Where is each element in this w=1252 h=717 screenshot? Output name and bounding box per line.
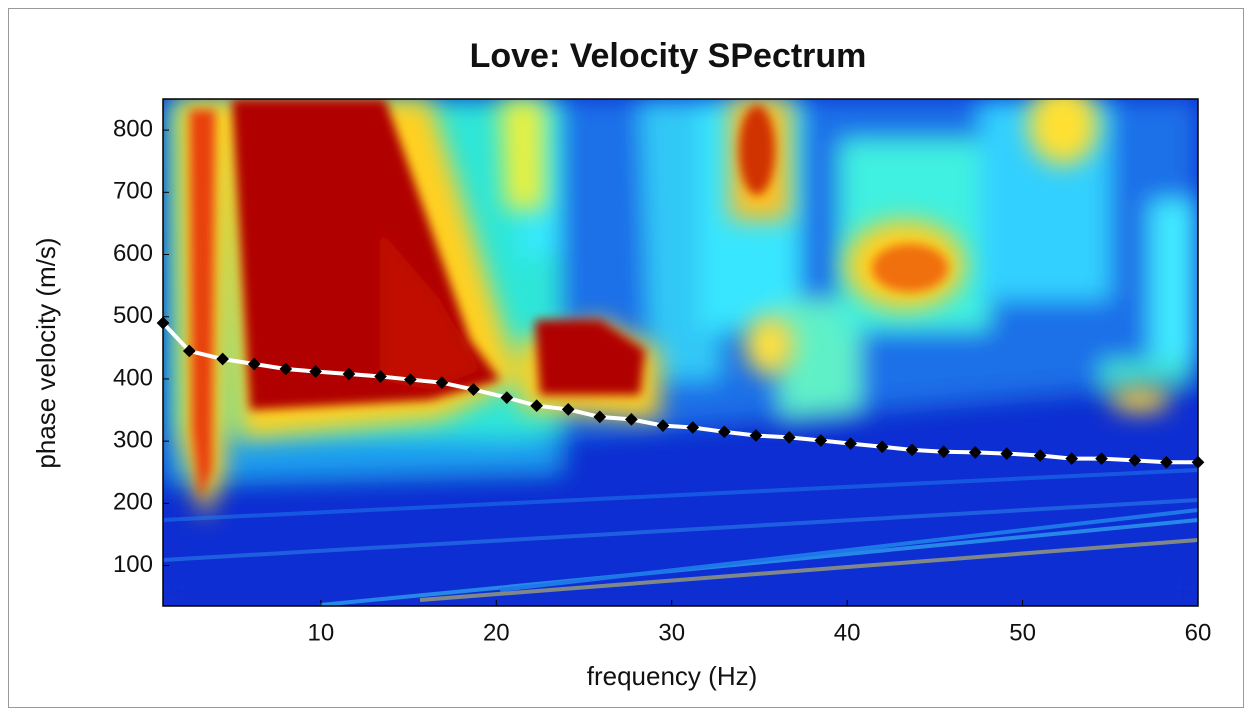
y-tick-label: 200 [113, 489, 153, 516]
pick-point [403, 373, 417, 386]
x-tick-label: 10 [308, 619, 335, 646]
chart-title: Love: Velocity SPectrum [470, 37, 867, 75]
pick-point [374, 370, 387, 383]
y-tick-label: 100 [113, 551, 153, 578]
pick-point [182, 344, 196, 358]
x-tick-label: 30 [658, 619, 685, 646]
pick-point [342, 367, 356, 381]
pick-point [309, 365, 322, 378]
y-tick-label: 300 [113, 426, 153, 453]
x-tick-label: 50 [1009, 619, 1036, 646]
pick-point [216, 352, 230, 366]
pick-point [467, 383, 480, 396]
plot-border [162, 98, 1199, 607]
y-tick-label: 700 [113, 178, 153, 205]
x-tick-label: 40 [834, 619, 861, 646]
dispersion-line [161, 321, 1198, 465]
y-tick-label: 800 [113, 115, 153, 142]
x-tick-label: 20 [483, 619, 510, 646]
y-tick-label: 600 [113, 240, 153, 267]
y-tick-label: 400 [113, 364, 153, 391]
pick-point [279, 362, 293, 376]
pick-point [500, 391, 514, 404]
x-tick-label: 60 [1185, 619, 1212, 646]
pick-point [435, 376, 449, 390]
pick-point [156, 316, 170, 330]
y-tick-label: 500 [113, 302, 153, 329]
spectrum-image [163, 99, 1198, 606]
x-axis-label: frequency (Hz) [587, 661, 758, 691]
pick-point [247, 357, 261, 371]
y-axis-label: phase velocity (m/s) [31, 237, 61, 468]
